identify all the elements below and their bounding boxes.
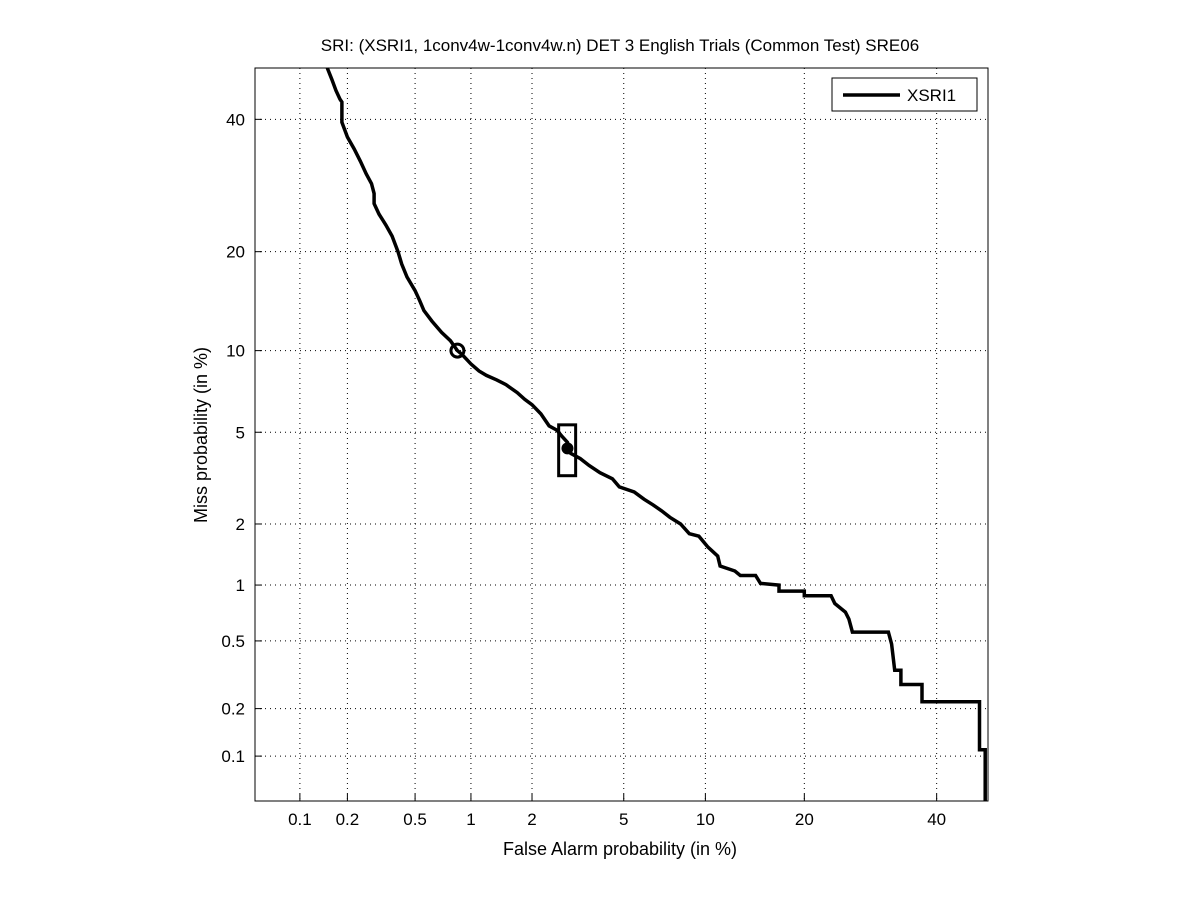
actual-dcf-point xyxy=(561,442,574,455)
grid-layer xyxy=(255,68,988,801)
legend: XSRI1 xyxy=(831,77,978,112)
y-tick-label: 1 xyxy=(236,576,245,595)
y-tick-label: 40 xyxy=(226,110,245,129)
y-axis-ticks: 0.1 0.2 0.5 1 2 5 10 20 40 xyxy=(221,110,262,766)
y-tick-label: 0.5 xyxy=(221,632,245,651)
min-dcf-point xyxy=(449,342,466,359)
marker-layer xyxy=(449,342,578,478)
legend-label-xsri1: XSRI1 xyxy=(907,86,956,105)
x-tick-label: 1 xyxy=(466,810,475,829)
x-tick-label: 10 xyxy=(696,810,715,829)
x-tick-label: 0.1 xyxy=(288,810,312,829)
y-tick-label: 20 xyxy=(226,243,245,262)
x-tick-label: 5 xyxy=(619,810,628,829)
x-tick-label: 2 xyxy=(527,810,536,829)
y-tick-label: 0.1 xyxy=(221,747,245,766)
x-tick-label: 0.5 xyxy=(403,810,427,829)
y-tick-label: 0.2 xyxy=(221,700,245,719)
y-tick-label: 2 xyxy=(236,515,245,534)
y-tick-label: 10 xyxy=(226,342,245,361)
x-tick-label: 40 xyxy=(927,810,946,829)
x-axis-title: False Alarm probability (in %) xyxy=(503,839,737,859)
x-axis-ticks: 0.1 0.2 0.5 1 2 5 10 20 40 xyxy=(288,794,946,829)
actual-dcf-point-box xyxy=(557,423,578,478)
y-axis-title: Miss probability (in %) xyxy=(191,347,211,523)
x-tick-label: 0.2 xyxy=(336,810,360,829)
x-tick-label: 20 xyxy=(795,810,814,829)
chart-title: SRI: (XSRI1, 1conv4w-1conv4w.n) DET 3 En… xyxy=(321,36,919,55)
plot-area-frame xyxy=(254,67,989,802)
y-tick-label: 5 xyxy=(236,423,245,442)
